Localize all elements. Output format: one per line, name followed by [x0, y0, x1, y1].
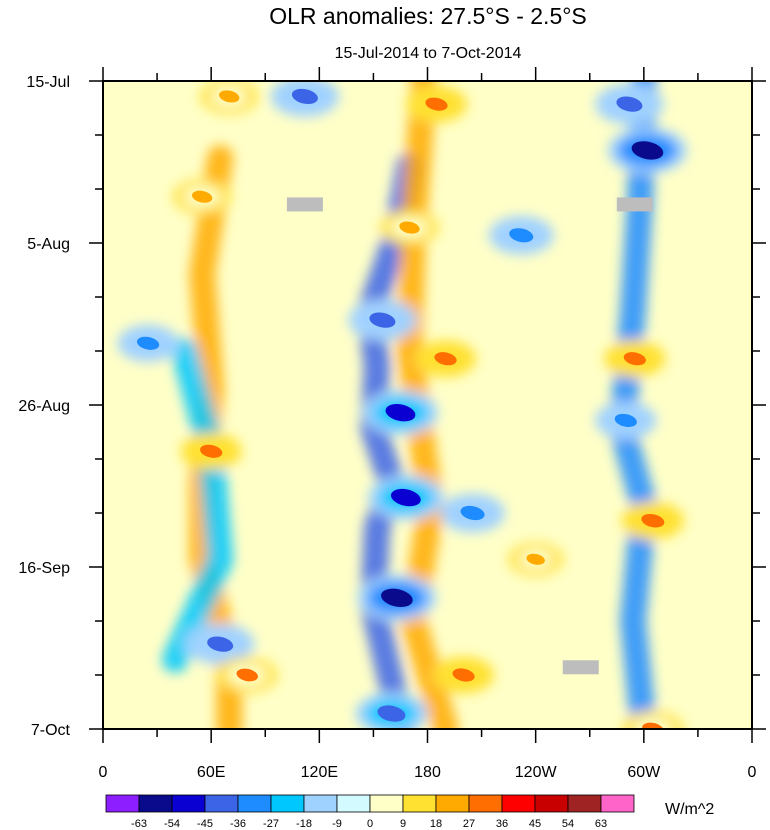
colorbar: -63 -54 -45 -36 -27 -18 -9 0 9 18 27 36 45 54 63	[105, 794, 635, 830]
colorbar-swatch	[138, 794, 173, 813]
indian-ocean-negative-streak-4	[162, 338, 234, 673]
positive-anomaly-22-core	[434, 352, 457, 366]
colorbar-label: 18	[430, 818, 442, 830]
colorbar-swatch	[435, 794, 470, 813]
positive-anomaly-19-core	[200, 444, 223, 458]
colorbar-swatch	[105, 794, 140, 813]
colorbar-label: 54	[562, 818, 574, 830]
x-tick-label: 60W	[627, 764, 661, 781]
field-soft-layer	[117, 81, 687, 729]
positive-anomaly-24-core	[219, 90, 240, 103]
colorbar-label: 27	[463, 818, 475, 830]
colorbar-swatch	[270, 794, 305, 813]
positive-anomaly-25-core	[191, 190, 213, 203]
positive-anomaly-18-core	[425, 97, 448, 111]
x-tick-label: 180	[414, 764, 441, 781]
positive-anomaly-23-core	[452, 668, 475, 682]
negative-anomaly-15-core	[136, 336, 160, 350]
positive-anomaly-20-core	[623, 352, 646, 366]
negative-anomaly-6-core	[390, 488, 421, 507]
y-axis-labels: 15-Jul 5-Aug 26-Aug 16-Sep 7-Oct	[18, 74, 70, 739]
y-tick-label: 5-Aug	[27, 236, 70, 253]
colorbar-swatch	[468, 794, 503, 813]
positive-anomaly-26-core	[236, 668, 258, 682]
negative-anomaly-17-core	[614, 413, 637, 427]
x-tick-label: 0	[748, 764, 757, 781]
positive-anomaly-21-core	[641, 513, 665, 528]
colorbar-swatch	[600, 794, 635, 813]
colorbar-swatch	[369, 794, 404, 813]
x-tick-label: 120E	[301, 764, 338, 781]
colorbar-swatch	[501, 794, 536, 813]
colorbar-swatch	[204, 794, 239, 813]
colorbar-units: W/m^2	[665, 801, 714, 818]
colorbar-label: -63	[131, 818, 147, 830]
colorbar-label: -18	[296, 818, 312, 830]
axis-ticks	[89, 67, 766, 743]
colorbar-label: 63	[595, 818, 607, 830]
x-tick-label: 120W	[515, 764, 558, 781]
x-axis-labels: 0 60E 120E 180 120W 60W 0	[99, 764, 757, 781]
colorbar-swatch	[567, 794, 602, 813]
negative-anomaly-5-core	[381, 588, 413, 608]
maritime-continent-w-pacific-negative-band-0	[356, 152, 423, 729]
colorbar-label: 36	[496, 818, 508, 830]
negative-anomaly-9-core	[631, 141, 664, 160]
negative-anomaly-10-core	[377, 705, 406, 722]
colorbar-label: -27	[263, 818, 279, 830]
colorbar-swatch	[534, 794, 569, 813]
colorbar-label: -36	[230, 818, 246, 830]
chart-title: OLR anomalies: 27.5°S - 2.5°S	[269, 3, 587, 29]
colorbar-label: 0	[367, 818, 373, 830]
negative-anomaly-11-core	[509, 228, 534, 243]
colorbar-swatch	[336, 794, 371, 813]
negative-anomaly-8-core	[369, 312, 396, 328]
positive-anomaly-28-core	[399, 221, 420, 234]
chart-subtitle: 15-Jul-2014 to 7-Oct-2014	[335, 45, 522, 62]
colorbar-swatch	[171, 794, 206, 813]
positive-anomaly-27-core	[526, 553, 545, 565]
y-tick-label: 15-Jul	[26, 74, 70, 91]
colorbar-swatch	[402, 794, 437, 813]
missing-data-32	[562, 660, 599, 675]
anomaly-field	[117, 81, 687, 729]
negative-anomaly-14-core	[207, 636, 234, 652]
colorbar-swatch	[303, 794, 338, 813]
y-tick-label: 16-Sep	[18, 560, 70, 577]
missing-data-31	[616, 197, 653, 212]
y-tick-label: 7-Oct	[31, 722, 71, 739]
colorbar-label: 9	[400, 818, 406, 830]
negative-anomaly-7-core	[385, 404, 416, 422]
negative-anomaly-16-core	[291, 88, 318, 105]
colorbar-label: -54	[164, 818, 180, 830]
x-tick-label: 0	[99, 764, 108, 781]
colorbar-label: -9	[332, 818, 342, 830]
y-tick-label: 26-Aug	[18, 398, 70, 415]
negative-anomaly-12-core	[460, 505, 485, 521]
colorbar-label: -45	[197, 818, 213, 830]
x-tick-label: 60E	[197, 764, 225, 781]
colorbar-label: 45	[529, 818, 541, 830]
negative-anomaly-13-core	[616, 96, 643, 112]
missing-data-30	[286, 197, 323, 212]
colorbar-swatch	[237, 794, 272, 813]
